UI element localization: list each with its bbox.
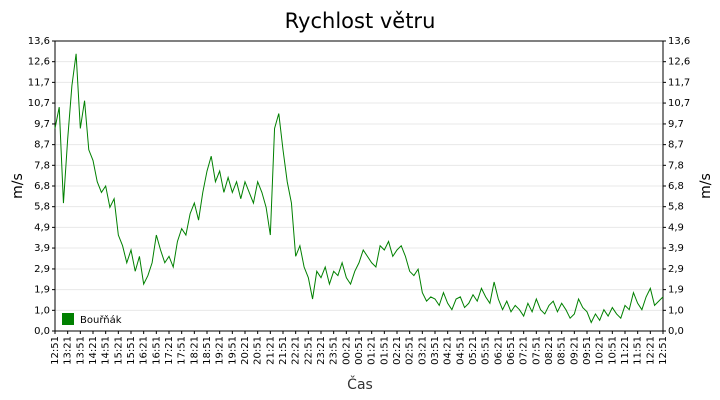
- x-tick-label: 07:21: [519, 336, 530, 365]
- x-axis-label: Čas: [347, 375, 373, 393]
- x-tick-label: 10:21: [595, 336, 606, 365]
- y-tick-label: 6,8: [34, 181, 50, 192]
- x-tick-label: 00:51: [354, 336, 365, 365]
- x-tick-label: 01:21: [367, 336, 378, 365]
- x-tick-label: 05:21: [468, 336, 479, 365]
- x-tick-label: 07:51: [531, 336, 542, 365]
- y2-tick-label: 12,6: [668, 57, 690, 68]
- y2-tick-label: 8,7: [668, 140, 684, 151]
- x-tick-label: 21:21: [265, 336, 276, 365]
- x-tick-label: 20:51: [253, 336, 264, 365]
- legend-swatch: [62, 313, 74, 325]
- y-tick-label: 11,7: [28, 77, 50, 88]
- x-tick-label: 16:21: [139, 336, 150, 365]
- x-tick-label: 08:51: [557, 336, 568, 365]
- x-tick-label: 02:51: [405, 336, 416, 365]
- legend-label: Bouřňák: [80, 314, 122, 326]
- x-tick-label: 11:51: [633, 336, 644, 365]
- y2-tick-label: 11,7: [668, 77, 690, 88]
- data-line: [54, 53, 664, 324]
- y-tick-label: 2,9: [34, 264, 50, 275]
- y2-tick-label: 7,8: [668, 160, 684, 171]
- x-tick-label: 03:21: [417, 336, 428, 365]
- y2-tick-label: 6,8: [668, 181, 684, 192]
- y2-tick-label: 0,0: [668, 326, 684, 337]
- x-tick-label: 04:51: [455, 336, 466, 365]
- y-tick-label: 10,7: [28, 98, 50, 109]
- y-tick-label: 4,9: [34, 222, 50, 233]
- chart-title: Rychlost větru: [285, 9, 436, 33]
- y-tick-label: 9,7: [34, 119, 50, 130]
- x-tick-label: 18:21: [189, 336, 200, 365]
- y-tick-label: 8,7: [34, 140, 50, 151]
- x-tick-label: 13:51: [75, 336, 86, 365]
- x-tick-label: 03:51: [430, 336, 441, 365]
- x-tick-label: 05:51: [481, 336, 492, 365]
- y2-tick-label: 4,9: [668, 222, 684, 233]
- x-tick-label: 14:51: [101, 336, 112, 365]
- x-tick-label: 12:51: [658, 336, 669, 365]
- x-tick-label: 18:51: [202, 336, 213, 365]
- x-tick-label: 10:51: [607, 336, 618, 365]
- y2-tick-label: 13,6: [668, 36, 690, 47]
- x-tick-label: 06:51: [506, 336, 517, 365]
- x-tick-label: 09:51: [582, 336, 593, 365]
- x-tick-label: 17:51: [177, 336, 188, 365]
- x-tick-label: 14:21: [88, 336, 99, 365]
- x-tick-label: 09:21: [569, 336, 580, 365]
- x-tick-label: 15:51: [126, 336, 137, 365]
- y-tick-label: 7,8: [34, 160, 50, 171]
- x-tick-label: 11:21: [620, 336, 631, 365]
- x-tick-label: 19:21: [215, 336, 226, 365]
- x-tick-label: 15:21: [113, 336, 124, 365]
- x-tick-label: 22:51: [303, 336, 314, 365]
- x-tick-label: 08:21: [544, 336, 555, 365]
- y2-axis-label: m/s: [698, 173, 714, 199]
- y-tick-label: 13,6: [28, 36, 50, 47]
- x-tick-label: 20:21: [240, 336, 251, 365]
- y-tick-label: 0,0: [34, 326, 50, 337]
- y2-tick-label: 1,0: [668, 305, 684, 316]
- y-tick-label: 12,6: [28, 57, 50, 68]
- y-axis-label: m/s: [10, 173, 26, 199]
- y2-tick-label: 2,9: [668, 264, 684, 275]
- y-tick-label: 3,9: [34, 243, 50, 254]
- x-tick-label: 23:51: [329, 336, 340, 365]
- x-tick-label: 06:21: [493, 336, 504, 365]
- x-tick-label: 01:51: [379, 336, 390, 365]
- x-tick-label: 22:21: [291, 336, 302, 365]
- y2-tick-label: 9,7: [668, 119, 684, 130]
- x-tick-label: 00:21: [341, 336, 352, 365]
- y2-tick-label: 10,7: [668, 98, 690, 109]
- x-tick-label: 12:51: [50, 336, 61, 365]
- y2-tick-label: 3,9: [668, 243, 684, 254]
- y-tick-label: 1,0: [34, 305, 50, 316]
- x-tick-label: 02:21: [392, 336, 403, 365]
- y-tick-label: 5,8: [34, 202, 50, 213]
- x-tick-label: 04:21: [443, 336, 454, 365]
- y2-tick-label: 5,8: [668, 202, 684, 213]
- x-tick-label: 16:51: [151, 336, 162, 365]
- x-tick-label: 12:21: [645, 336, 656, 365]
- y-tick-label: 1,9: [34, 285, 50, 296]
- x-tick-label: 13:21: [63, 336, 74, 365]
- x-tick-label: 21:51: [278, 336, 289, 365]
- y2-tick-label: 1,9: [668, 285, 684, 296]
- x-tick-label: 17:21: [164, 336, 175, 365]
- x-tick-label: 23:21: [316, 336, 327, 365]
- x-tick-label: 19:51: [227, 336, 238, 365]
